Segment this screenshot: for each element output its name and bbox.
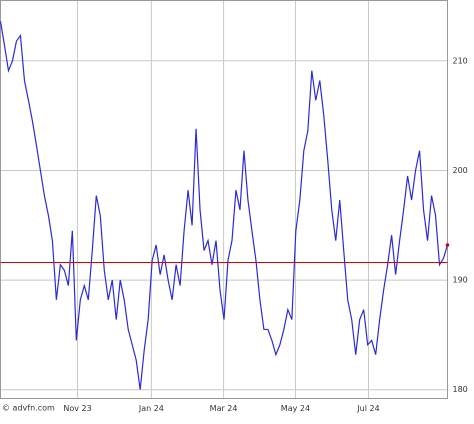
y-tick-label: 210 bbox=[453, 56, 468, 65]
y-tick-label: 200 bbox=[453, 166, 468, 175]
price-line bbox=[0, 21, 449, 390]
plot-frame bbox=[0, 0, 448, 399]
y-tick-label: 190 bbox=[453, 276, 468, 285]
last-point bbox=[445, 243, 450, 247]
x-tick-label: Nov 23 bbox=[63, 404, 91, 413]
x-tick-label: Mar 24 bbox=[210, 404, 238, 413]
x-tick-label: Jan 24 bbox=[138, 404, 164, 413]
y-tick-label: 180 bbox=[453, 385, 468, 394]
x-tick-label: Jul 24 bbox=[356, 404, 379, 413]
x-tick-label: May 24 bbox=[281, 404, 310, 413]
watermark: © advfn.com bbox=[2, 404, 55, 413]
